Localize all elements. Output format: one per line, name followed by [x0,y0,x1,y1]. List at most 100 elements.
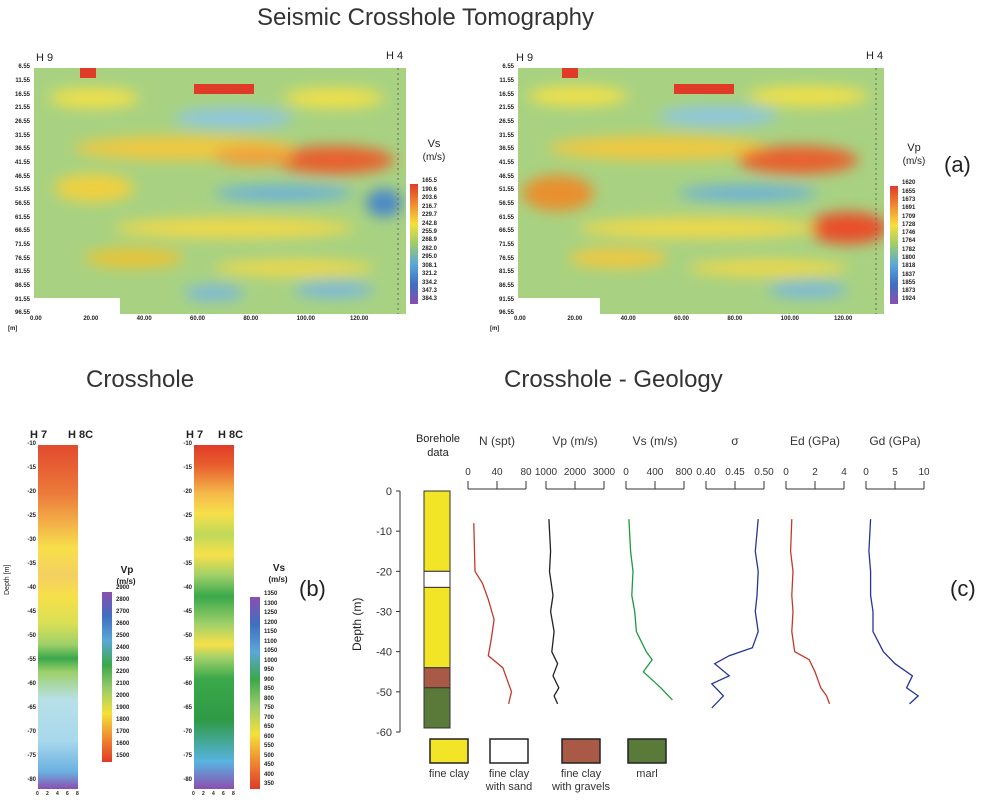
crosshole-vp-depth-ticks: -10 -15 -20 -25 -30 -35 -40 -45 -50 -55 -60 -65 -70 -… [16,441,38,789]
x-tick-label: 100.00 [780,316,800,322]
crosshole-vp-x-ticks: 0 2 4 6 8 [36,791,98,801]
scale-value: 600 [264,733,275,740]
x-tick-label: 8 [232,791,235,797]
borehole-layer [423,586,451,669]
scale-value: 1782 [902,246,916,253]
legend-label: marl [636,768,657,780]
scale-value: 282.0 [422,245,438,252]
tomo-vp-x-unit: [m] [490,326,500,332]
tomo-vs-depth-axis: 6.55 11.55 16.55 21.55 26.55 31.55 36.55 41.55 4… [8,64,32,316]
depth-tick-label: -60 [27,681,36,688]
depth-tick-label: 71.55 [14,242,30,249]
x-tick-label: 0 [36,791,39,797]
scale-value: 1200 [264,619,278,626]
x-tick-label: 20.00 [567,316,583,322]
scale-value: 1800 [902,254,916,261]
profile-line [789,519,831,705]
depth-tick-label: -15 [183,465,192,472]
x-tick-label: 80.00 [243,316,259,322]
scale-value: 242.8 [422,220,438,227]
tomo-vs-field [34,68,406,314]
scale-value: 650 [264,724,275,731]
borehole-label-1: Borehole [415,433,461,445]
tomo-vp-x-axis: 0.00 20.00 40.00 60.00 80.00 100.00 120.00 [514,316,898,332]
depth-tick-label: -50 [183,633,192,640]
column-title: Vs (m/s) [633,434,678,448]
scale-value: 1924 [902,296,916,303]
scale-value: 950 [264,667,275,674]
scale-value: 2600 [116,621,130,628]
scale-value: 2300 [116,657,130,664]
legend-swatch [489,738,529,764]
scale-value: 1000 [264,657,278,664]
crosshole-vs-scale-title: Vs [272,563,286,574]
depth-tick-label: 71.55 [498,242,514,249]
scale-value: 1900 [116,705,130,712]
scale-value: 2700 [116,609,130,616]
depth-tick-label: -65 [27,705,36,712]
scale-value: 850 [264,686,275,693]
column-tick-label: 80 [520,467,532,478]
tomo-vs-left-hole: H 9 [36,52,54,64]
crosshole-vs-panel: H 7 H 8C -10 -15 -20 -25 -30 -35 -40 -45 -50 -55-… [150,425,300,802]
depth-tick-label: -30 [376,607,392,619]
tomo-vp-field [518,68,884,314]
depth-tick-label: 61.55 [14,214,30,221]
scale-value: 1764 [902,238,916,245]
depth-tick-label: -10 [27,441,36,448]
scale-value: 308.1 [422,262,438,269]
depth-tick-label: 46.55 [14,173,30,180]
scale-value: 1837 [902,271,916,278]
tomo-vs-x-unit: [m] [8,326,18,332]
depth-tick-label: 66.55 [14,228,30,235]
column-tick-label: 400 [647,467,664,478]
x-tick-label: 0.00 [30,316,42,322]
depth-tick-label: -55 [183,657,192,664]
column-tick-label: 3000 [593,467,616,478]
tomo-vs-colorbar [410,184,418,304]
depth-tick-label: -50 [27,633,36,640]
column-title: σ [731,434,739,448]
column-tick-label: 2000 [564,467,587,478]
borehole-layer [423,667,451,689]
scale-value: 1620 [902,180,916,187]
depth-tick-label: 36.55 [498,146,514,153]
crosshole-vp-scale-title: Vp [120,565,134,576]
column-tick-label: 40 [491,467,503,478]
profile-line [628,519,673,701]
depth-tick-label: -25 [183,513,192,520]
depth-tick-label: 31.55 [498,132,514,139]
scale-value: 1700 [116,729,130,736]
depth-tick-label: -80 [27,777,36,784]
main-title: Seismic Crosshole Tomography [257,4,595,31]
scale-value: 1100 [264,638,278,645]
depth-tick-label: -80 [183,777,192,784]
scale-value: 2900 [116,585,130,592]
column-tick-label: 2 [812,467,818,478]
depth-tick-label: -10 [183,441,192,448]
tomo-vp-scale-values: 1620 1655 1673 1691 1709 1728 1746 1764 1782 1800… [902,180,942,308]
scale-value: 400 [264,771,275,778]
depth-tick-label: -35 [183,561,192,568]
depth-tick-label: 51.55 [14,187,30,194]
x-tick-label: 8 [76,791,79,797]
depth-tick-label: 0 [386,486,392,498]
depth-tick-label: 26.55 [14,119,30,126]
legend-label: fine clay [561,768,602,780]
scale-value: 1691 [902,205,916,212]
depth-tick-label: 21.55 [498,105,514,112]
depth-tick-label: -30 [27,537,36,544]
x-tick-label: 100.00 [296,316,316,322]
depth-tick-label: -20 [183,489,192,496]
tomo-vs-panel: H 9 H 4 6.55 11.55 16.55 21.55 26.55 31. [0,48,470,348]
tomo-vp-panel: H 9 H 4 6.55 11.55 16.55 21.55 26.55 31.55 36.… [480,48,950,348]
depth-tick-label: 81.55 [14,269,30,276]
depth-tick-label: 76.55 [14,255,30,262]
scale-value: 1600 [116,741,130,748]
x-tick-label: 120.00 [834,316,853,322]
column-tick-label: 800 [676,467,693,478]
depth-tick-label: 56.55 [498,201,514,208]
legend-swatch [561,738,601,764]
depth-tick-label: 86.55 [14,283,30,290]
x-tick-label: 4 [212,791,215,797]
